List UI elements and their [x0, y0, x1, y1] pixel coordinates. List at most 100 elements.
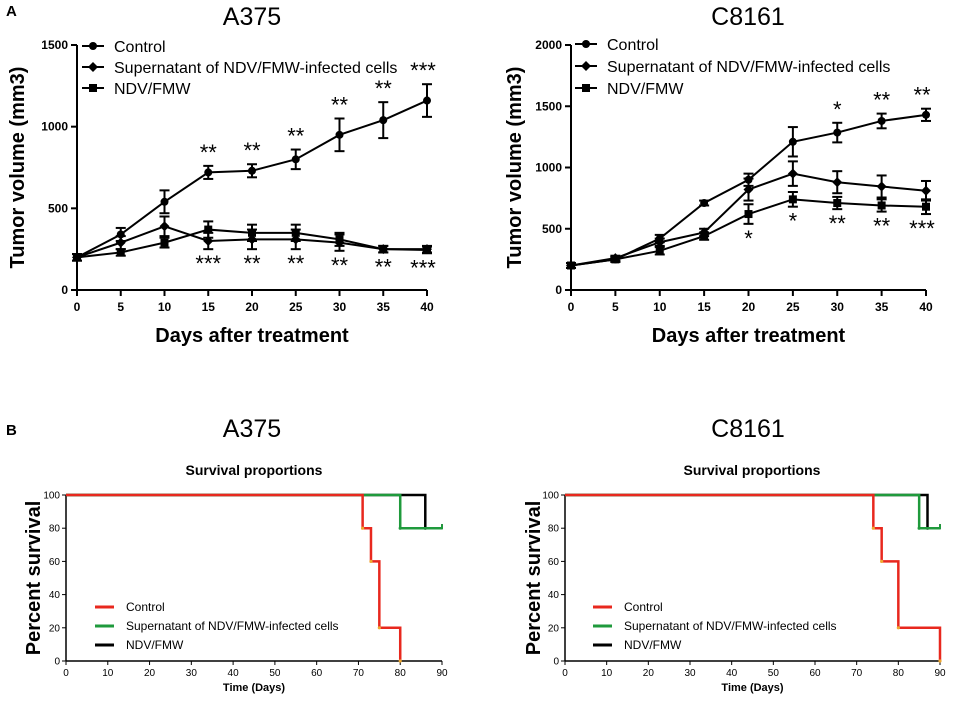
a375-tumor-ytick-label: 1500 — [41, 38, 68, 52]
c8161-survival-series-control-step-line — [565, 493, 942, 661]
a375-survival-xtick-label: 40 — [228, 668, 240, 679]
c8161-tumor-xtick-label: 25 — [786, 300, 800, 314]
c8161-survival-xtick-label: 10 — [601, 668, 613, 679]
c8161-tumor-xtick-label: 0 — [568, 300, 575, 314]
c8161-tumor-legend-ndv-fmw-marker — [582, 84, 590, 92]
a375-survival-ytick-label: 0 — [54, 657, 60, 668]
a375-tumor-legend-supernatant-of-ndv-fmw-infected-cells-marker — [88, 62, 98, 72]
c8161-survival-series-control-event-mark — [938, 659, 942, 663]
a375-tumor-legend-ndv-fmw-label: NDV/FMW — [114, 81, 191, 98]
c8161-survival-ytick-label: 100 — [542, 491, 559, 502]
c8161-tumor-series-ndv-fmw-point — [700, 232, 709, 241]
a375-tumor-significance-above: *** — [410, 58, 436, 83]
c8161-survival-xtick-label: 0 — [562, 668, 568, 679]
a375-tumor-legend-ndv-fmw-marker — [89, 84, 97, 92]
panel-label-a: A — [6, 3, 17, 20]
a375-tumor-xtick-label: 40 — [420, 300, 434, 314]
a375-tumor-xtick-label: 15 — [202, 300, 216, 314]
a375-tumor-xtick-label: 5 — [117, 300, 124, 314]
a375-tumor-y-axis-label: Tumor volume (mm3) — [7, 67, 29, 269]
c8161-survival-ytick-label: 40 — [548, 590, 560, 601]
c8161-survival-xtick-label: 80 — [893, 668, 905, 679]
c8161-tumor-legend-control-marker — [582, 40, 590, 48]
c8161-survival-series-control-event-mark — [880, 559, 884, 564]
a375-tumor-series-ndv-fmw-point — [248, 228, 256, 237]
a375-tumor-series-ndv-fmw-point — [379, 245, 388, 254]
c8161-tumor-significance-below: * — [789, 209, 798, 234]
c8161-tumor-series-ndv-fmw-point — [567, 261, 575, 270]
c8161-tumor-ytick-label: 1500 — [535, 99, 562, 113]
c8161-tumor-significance-above: ** — [873, 88, 891, 113]
a375-survival-series-control-event-mark — [369, 559, 373, 564]
a375-survival-xtick-label: 80 — [395, 668, 407, 679]
c8161-tumor-series-ndv-fmw-point — [833, 199, 842, 208]
c8161-survival-legend-ndv-fmw-label: NDV/FMW — [624, 638, 682, 652]
a375-tumor-series-supernatant-of-ndv-fmw-infected-cells-point — [159, 221, 170, 232]
c8161-tumor-series-supernatant-of-ndv-fmw-infected-cells-point — [743, 184, 754, 195]
a375-tumor-significance-below: *** — [410, 255, 436, 280]
c8161-survival-xtick-label: 40 — [726, 668, 738, 679]
c8161-tumor-xtick-label: 30 — [831, 300, 845, 314]
a375-tumor-series-control-point — [160, 197, 169, 206]
c8161-tumor-ytick-label: 500 — [542, 222, 562, 236]
c8161-tumor-significance-below: ** — [829, 211, 847, 236]
a375-survival-title: A375 — [223, 415, 281, 443]
a375-survival-ytick-label: 60 — [49, 557, 61, 568]
a375-tumor-series-control-point — [204, 168, 213, 177]
a375-survival-series-ndv-fmw-step-line — [66, 493, 442, 530]
a375-tumor-significance-above: ** — [331, 93, 349, 118]
a375-tumor-ytick-label: 0 — [61, 283, 68, 297]
c8161-tumor-x-axis-label: Days after treatment — [652, 325, 846, 347]
c8161-tumor-xtick-label: 10 — [653, 300, 667, 314]
a375-tumor-series-ndv-fmw-point — [73, 253, 81, 262]
c8161-survival-xtick-label: 20 — [643, 668, 655, 679]
c8161-tumor-ytick-label: 0 — [555, 283, 562, 297]
c8161-tumor-series-control-point — [700, 199, 709, 208]
a375-survival-xtick-label: 70 — [353, 668, 365, 679]
a375-tumor-ytick-label: 500 — [48, 201, 68, 215]
a375-survival-legend-ndv-fmw-label: NDV/FMW — [126, 638, 184, 652]
a375-survival-subtitle: Survival proportions — [186, 462, 323, 478]
c8161-survival-series-supernatant-of-ndv-fmw-infected-cells-event-mark — [917, 526, 921, 530]
a375-tumor-xtick-label: 25 — [289, 300, 303, 314]
a375-survival-series-supernatant-of-ndv-fmw-infected-cells-event-mark — [398, 526, 402, 530]
a375-survival-xtick-label: 90 — [436, 668, 448, 679]
c8161-tumor-xtick-label: 35 — [875, 300, 889, 314]
c8161-survival-xtick-label: 60 — [809, 668, 821, 679]
c8161-tumor-significance-below: * — [744, 226, 753, 251]
a375-tumor-series-ndv-fmw-point — [204, 225, 213, 234]
c8161-tumor-y-axis-label: Tumor volume (mm3) — [504, 67, 526, 269]
a375-survival-ytick-label: 40 — [49, 590, 61, 601]
c8161-survival-subtitle: Survival proportions — [684, 462, 821, 478]
c8161-tumor-significance-above: * — [833, 97, 842, 122]
a375-survival-series-control-event-mark — [361, 526, 365, 530]
c8161-tumor-legend-supernatant-of-ndv-fmw-infected-cells-marker — [581, 61, 591, 71]
a375-survival-ytick-label: 100 — [43, 491, 60, 502]
a375-survival-series-control-event-mark — [398, 659, 402, 663]
a375-survival-xtick-label: 20 — [144, 668, 156, 679]
a375-survival-xtick-label: 10 — [102, 668, 114, 679]
a375-tumor-legend-control-marker — [89, 42, 97, 50]
a375-tumor-xtick-label: 20 — [245, 300, 259, 314]
c8161-survival-title: C8161 — [711, 415, 785, 443]
a375-survival-xtick-label: 0 — [63, 668, 69, 679]
c8161-survival-ytick-label: 0 — [553, 657, 559, 668]
c8161-survival-x-axis-label: Time (Days) — [721, 682, 783, 694]
panel-label-b: B — [6, 422, 17, 439]
a375-tumor-xtick-label: 35 — [377, 300, 391, 314]
a375-survival-x-axis-label: Time (Days) — [223, 682, 285, 694]
a375-tumor-significance-below: ** — [331, 253, 349, 278]
c8161-tumor-significance-below: *** — [909, 216, 935, 241]
c8161-survival-xtick-label: 50 — [768, 668, 780, 679]
c8161-tumor-series-ndv-fmw-point — [922, 202, 930, 211]
a375-survival-legend-control-label: Control — [126, 600, 165, 614]
c8161-survival-ytick-label: 20 — [548, 623, 560, 634]
chart-c8161-survival: C8161 Survival proportions 0 20 40 60 80 100 0 10… — [523, 415, 946, 694]
a375-survival-series-control-event-mark — [377, 626, 381, 630]
c8161-tumor-series-control-point — [788, 137, 797, 146]
a375-tumor-xtick-label: 30 — [333, 300, 347, 314]
chart-a375-tumor-volume: A375 0 500 1000 1500 0 5 10 15 20 25 30 35 40 Days aft… — [7, 3, 436, 347]
c8161-tumor-series-ndv-fmw-point — [877, 201, 886, 210]
c8161-tumor-series-ndv-fmw-point — [655, 246, 664, 255]
